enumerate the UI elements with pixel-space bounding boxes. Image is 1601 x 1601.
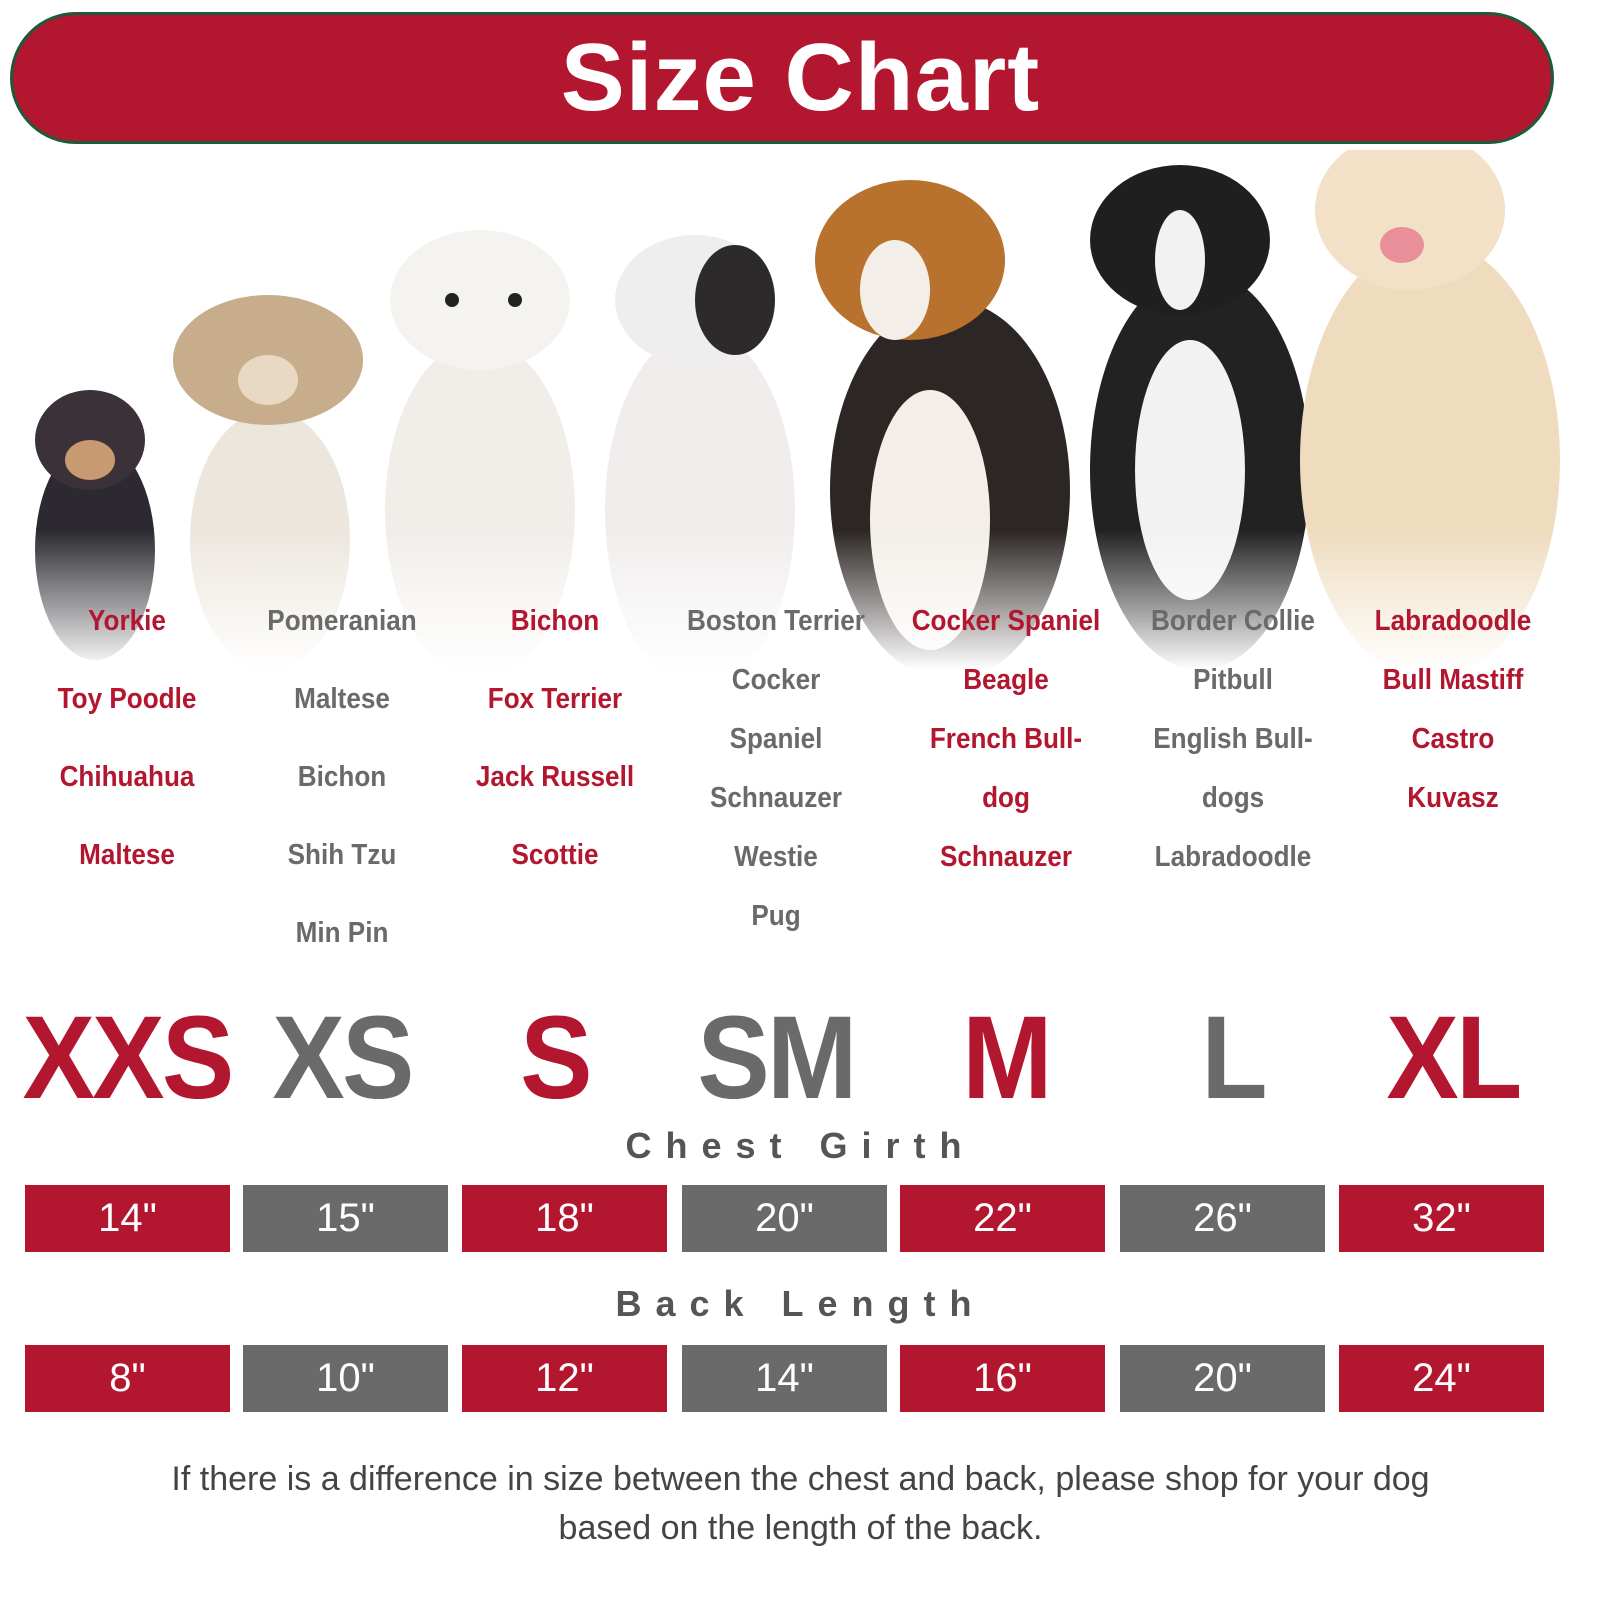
breed-name: Pug xyxy=(751,900,801,932)
breed-name: Pomeranian xyxy=(267,605,417,637)
chest-measure-xxs: 14" xyxy=(25,1185,230,1252)
breed-name: Scottie xyxy=(511,839,599,871)
breed-name: Min Pin xyxy=(295,917,389,949)
size-label-m: M xyxy=(962,992,1052,1124)
back-measure-xxs: 8" xyxy=(25,1345,230,1412)
breed-name: Pitbull xyxy=(1193,664,1273,696)
chest-measure-m: 22" xyxy=(900,1185,1105,1252)
breed-name: Cocker Spaniel xyxy=(911,605,1101,637)
sizing-note-line-2: based on the length of the back. xyxy=(558,1509,1043,1547)
breed-name: Maltese xyxy=(79,839,175,871)
chest-measure-xl: 32" xyxy=(1339,1185,1544,1252)
chest-measure-xs: 15" xyxy=(243,1185,448,1252)
breed-name: Spaniel xyxy=(729,723,823,755)
back-measure-l: 20" xyxy=(1120,1345,1325,1412)
breed-name: Labradoodle xyxy=(1374,605,1532,637)
breed-name: Cocker xyxy=(731,664,821,696)
breed-name: Labradoodle xyxy=(1154,841,1312,873)
breed-name: Bichon xyxy=(297,761,387,793)
breed-name: dogs xyxy=(1201,782,1265,814)
breed-name: Castro xyxy=(1411,723,1495,755)
page-title: Size Chart xyxy=(560,24,1041,131)
back-length-label: Back Length xyxy=(615,1283,986,1324)
back-measure-xl: 24" xyxy=(1339,1345,1544,1412)
breed-name: Beagle xyxy=(963,664,1049,696)
size-label-xs: XS xyxy=(272,992,414,1124)
size-label-s: S xyxy=(520,992,592,1124)
back-measure-xs: 10" xyxy=(243,1345,448,1412)
chest-measure-s: 18" xyxy=(462,1185,667,1252)
chest-measure-l: 26" xyxy=(1120,1185,1325,1252)
back-measure-m: 16" xyxy=(900,1345,1105,1412)
size-label-l: L xyxy=(1201,992,1267,1124)
breed-name: Jack Russell xyxy=(475,761,635,793)
breed-name: Bichon xyxy=(510,605,600,637)
breed-name: Boston Terrier xyxy=(687,605,865,637)
breed-name: Maltese xyxy=(294,683,390,715)
chest-measure-sm: 20" xyxy=(682,1185,887,1252)
breed-name: Schnauzer xyxy=(709,782,842,814)
breed-name: Yorkie xyxy=(88,605,166,637)
breed-name: Fox Terrier xyxy=(487,683,623,715)
title-banner xyxy=(10,12,1554,144)
dog-frenchbulldog-photo xyxy=(605,235,795,670)
breed-name: Toy Poodle xyxy=(57,683,197,715)
breed-name: Border Collie xyxy=(1151,605,1315,637)
back-measure-sm: 14" xyxy=(682,1345,887,1412)
sizing-note-line-1: If there is a difference in size between… xyxy=(171,1460,1430,1498)
breed-name: Schnauzer xyxy=(939,841,1072,873)
breed-name: Westie xyxy=(734,841,818,873)
size-label-xl: XL xyxy=(1386,992,1522,1124)
breed-name: French Bull- xyxy=(929,723,1083,755)
sizing-note: If there is a difference in size between… xyxy=(0,1455,1601,1553)
breed-name: Chihuahua xyxy=(59,761,195,793)
breed-name: Kuvasz xyxy=(1407,782,1499,814)
breed-name: Shih Tzu xyxy=(287,839,397,871)
breed-name: dog xyxy=(982,782,1030,814)
size-label-sm: SM xyxy=(697,992,857,1124)
size-label-xxs: XXS xyxy=(22,992,235,1124)
breed-name: English Bull- xyxy=(1153,723,1313,755)
dog-photo-lineup xyxy=(0,150,1601,670)
breed-name: Bull Mastiff xyxy=(1382,664,1524,696)
back-measure-s: 12" xyxy=(462,1345,667,1412)
chest-girth-label: Chest Girth xyxy=(625,1125,976,1166)
